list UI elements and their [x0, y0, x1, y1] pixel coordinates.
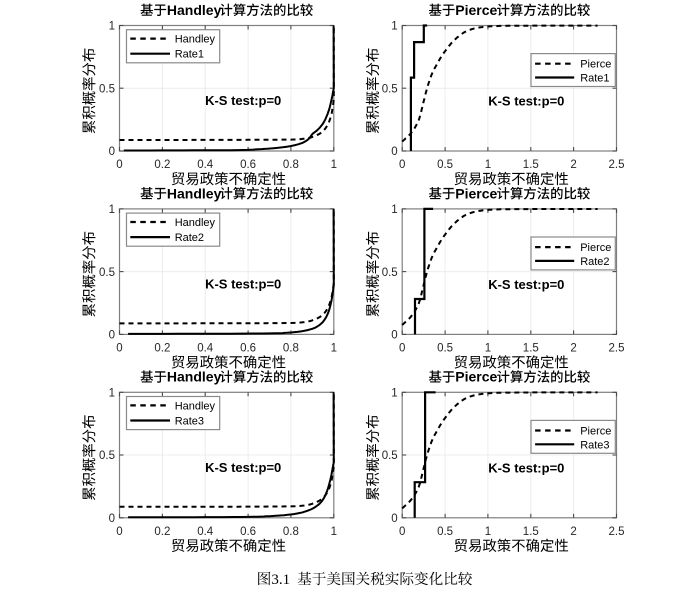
svg-text:0.4: 0.4: [197, 526, 214, 538]
svg-text:1.5: 1.5: [523, 343, 539, 355]
svg-text:1: 1: [109, 204, 115, 216]
svg-text:Pierce: Pierce: [580, 242, 611, 254]
svg-text:3.1: 3.1: [271, 572, 290, 588]
svg-text:0.4: 0.4: [197, 343, 214, 355]
svg-text:0.5: 0.5: [437, 159, 453, 171]
svg-text:0.5: 0.5: [99, 83, 115, 95]
svg-text:0.5: 0.5: [382, 267, 398, 279]
svg-text:1: 1: [485, 343, 491, 355]
svg-text:0.5: 0.5: [437, 526, 453, 538]
svg-text:2: 2: [570, 343, 576, 355]
svg-text:0: 0: [391, 146, 397, 158]
svg-text:0.6: 0.6: [240, 343, 256, 355]
svg-text:0.6: 0.6: [240, 159, 256, 171]
svg-text:Rate3: Rate3: [580, 439, 609, 451]
svg-text:0.8: 0.8: [283, 159, 299, 171]
svg-text:1.5: 1.5: [523, 526, 539, 538]
svg-text:1: 1: [109, 21, 115, 33]
svg-text:1: 1: [331, 526, 337, 538]
svg-text:2.5: 2.5: [609, 526, 625, 538]
svg-text:K-S test:p=0: K-S test:p=0: [488, 277, 564, 292]
svg-text:0: 0: [399, 526, 405, 538]
svg-text:0.5: 0.5: [437, 343, 453, 355]
svg-text:2.5: 2.5: [609, 159, 625, 171]
svg-text:K-S test:p=0: K-S test:p=0: [488, 94, 564, 109]
svg-text:K-S test:p=0: K-S test:p=0: [205, 276, 281, 291]
svg-text:0.5: 0.5: [99, 267, 115, 279]
svg-text:1: 1: [485, 526, 491, 538]
svg-text:1: 1: [331, 343, 337, 355]
svg-text:0: 0: [116, 159, 122, 171]
svg-text:0: 0: [116, 343, 122, 355]
svg-text:1: 1: [391, 387, 397, 399]
svg-text:0.6: 0.6: [240, 526, 256, 538]
svg-text:0: 0: [399, 343, 405, 355]
svg-text:1.5: 1.5: [523, 159, 539, 171]
svg-text:1: 1: [331, 159, 337, 171]
svg-text:Rate2: Rate2: [580, 256, 609, 268]
svg-text:0.8: 0.8: [283, 526, 299, 538]
svg-text:1: 1: [391, 21, 397, 33]
svg-text:1: 1: [109, 387, 115, 399]
svg-text:0: 0: [109, 513, 115, 525]
svg-text:Pierce: Pierce: [580, 59, 611, 71]
svg-text:0: 0: [391, 513, 397, 525]
svg-text:Handley: Handley: [175, 400, 216, 412]
svg-text:0.5: 0.5: [382, 450, 398, 462]
svg-text:1: 1: [391, 204, 397, 216]
svg-text:0: 0: [391, 330, 397, 342]
svg-text:Rate2: Rate2: [175, 232, 204, 244]
svg-text:0: 0: [109, 330, 115, 342]
svg-text:Pierce: Pierce: [580, 426, 611, 438]
svg-text:2: 2: [570, 159, 576, 171]
svg-text:0.2: 0.2: [154, 526, 170, 538]
svg-text:0: 0: [109, 146, 115, 158]
svg-text:0.8: 0.8: [283, 343, 299, 355]
svg-text:0: 0: [116, 526, 122, 538]
svg-text:Rate1: Rate1: [580, 73, 609, 85]
svg-text:K-S test:p=0: K-S test:p=0: [205, 93, 281, 108]
svg-text:2.5: 2.5: [609, 343, 625, 355]
svg-text:0.4: 0.4: [197, 159, 214, 171]
svg-text:0.2: 0.2: [154, 343, 170, 355]
svg-text:0.5: 0.5: [99, 450, 115, 462]
svg-text:0.2: 0.2: [154, 159, 170, 171]
svg-text:Rate3: Rate3: [175, 416, 204, 428]
svg-text:Rate1: Rate1: [175, 49, 204, 61]
svg-text:Handley: Handley: [175, 217, 216, 229]
svg-text:1: 1: [485, 159, 491, 171]
svg-text:0: 0: [399, 159, 405, 171]
svg-text:K-S test:p=0: K-S test:p=0: [488, 460, 564, 475]
svg-text:Handley: Handley: [175, 34, 216, 46]
svg-text:0.5: 0.5: [382, 83, 398, 95]
svg-text:K-S test:p=0: K-S test:p=0: [205, 460, 281, 475]
svg-text:2: 2: [570, 526, 576, 538]
